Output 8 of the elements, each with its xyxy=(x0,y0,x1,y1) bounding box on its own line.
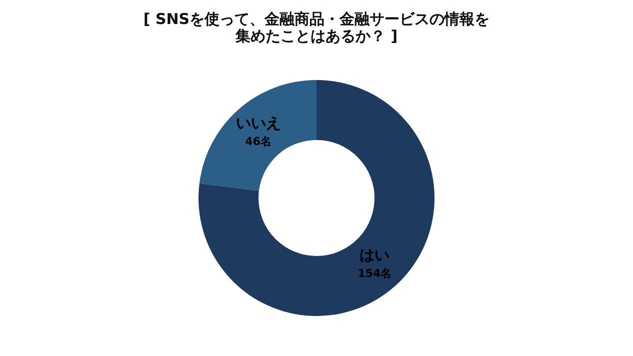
donut-slice xyxy=(199,80,316,191)
text: [ SNSを使って、金融商品・金融サービスの情報を xyxy=(143,10,490,28)
slice-label: はい xyxy=(360,246,390,264)
data-label: 154名 xyxy=(358,267,392,280)
text: 集めたことはあるか？ ] xyxy=(235,27,398,45)
data-label: 46名 xyxy=(245,134,272,148)
slice-label: いいえ xyxy=(236,114,281,132)
donut-slice xyxy=(198,80,434,316)
